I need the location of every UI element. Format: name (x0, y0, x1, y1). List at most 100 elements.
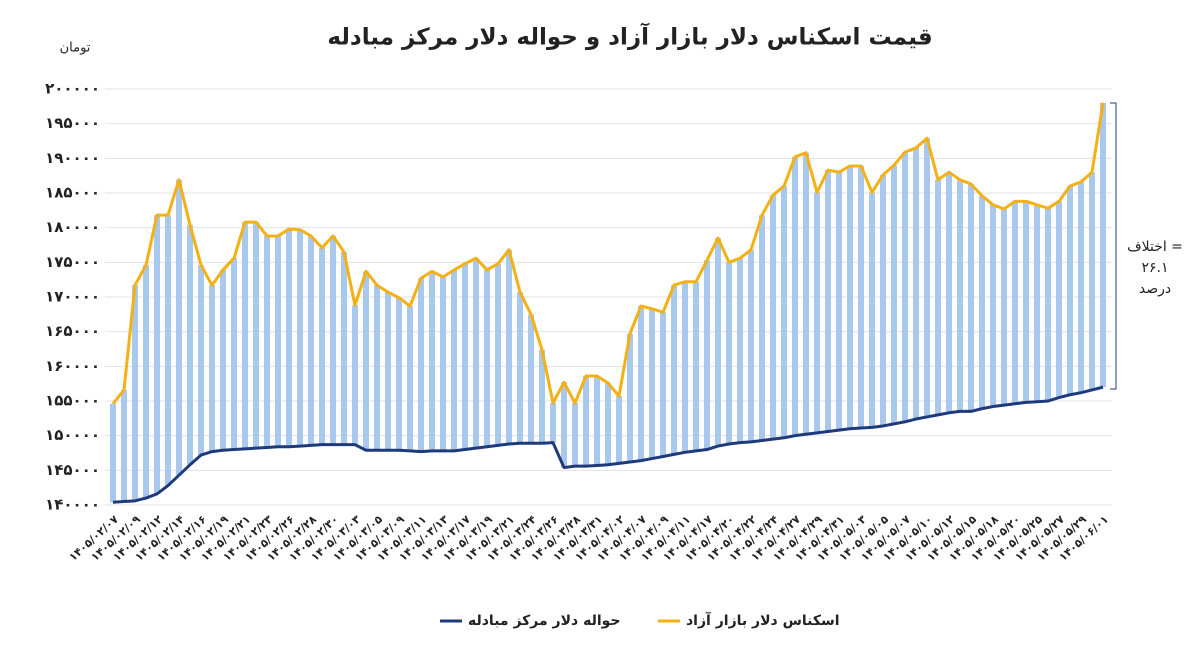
difference-stripe (187, 224, 193, 465)
difference-stripe (891, 165, 897, 424)
difference-stripe (407, 306, 413, 451)
difference-stripe (638, 306, 644, 461)
difference-stripe (495, 263, 501, 446)
difference-stripe (231, 258, 237, 450)
difference-stripe (110, 403, 116, 503)
difference-stripe (1001, 208, 1007, 406)
difference-stripe (308, 235, 314, 446)
difference-stripe (1034, 204, 1040, 402)
difference-stripe (594, 376, 600, 466)
difference-stripe (1067, 186, 1073, 395)
difference-stripe (858, 165, 864, 429)
difference-stripe (341, 251, 347, 445)
difference-stripe (286, 229, 292, 447)
y-tick-label: ۱۶۵۰۰۰ (45, 322, 100, 340)
y-tick-label: ۱۷۵۰۰۰ (45, 253, 100, 271)
y-tick-label: ۱۹۰۰۰۰ (45, 149, 100, 167)
difference-stripe (253, 222, 259, 449)
difference-stripe (979, 195, 985, 409)
difference-stripe (242, 222, 248, 449)
difference-stripe (836, 172, 842, 431)
y-tick-label: ۱۵۵۰۰۰ (45, 392, 100, 410)
difference-stripe (506, 249, 512, 444)
difference-stripe (902, 152, 908, 422)
difference-stripe (814, 192, 820, 433)
y-tick-label: ۱۷۰۰۰۰ (45, 288, 100, 306)
difference-stripe (627, 333, 633, 463)
difference-stripe (209, 285, 215, 452)
difference-stripe (396, 297, 402, 451)
difference-stripe (517, 292, 523, 444)
difference-stripe (935, 179, 941, 415)
difference-stripe (715, 238, 721, 447)
difference-stripe (1089, 172, 1095, 390)
lines (111, 102, 1105, 504)
difference-stripe (264, 235, 270, 448)
stripes (110, 102, 1106, 503)
difference-stripe (1023, 201, 1029, 403)
annotation: ۲۶.۱ (1141, 260, 1168, 276)
difference-stripe (539, 349, 545, 444)
legend-label: اسکناس دلار بازار آزاد (686, 611, 840, 629)
difference-stripe (440, 276, 446, 451)
difference-stripe (352, 305, 358, 445)
difference-stripe (913, 147, 919, 420)
difference-stripe (737, 258, 743, 443)
legend-label: حواله دلار مرکز مبادله (468, 613, 621, 629)
difference-stripe (968, 183, 974, 412)
difference-stripe (176, 179, 182, 476)
difference-stripe (385, 292, 391, 451)
difference-stripe (275, 235, 281, 447)
y-tick-label: ۱۸۰۰۰۰ (45, 218, 100, 236)
difference-stripe (616, 396, 622, 464)
difference-stripe (924, 138, 930, 417)
difference-stripe (825, 170, 831, 432)
difference-stripe (693, 281, 699, 451)
difference-stripe (165, 215, 171, 486)
difference-stripe (572, 403, 578, 467)
difference-stripe (132, 285, 138, 501)
difference-stripe (869, 192, 875, 428)
difference-stripe (528, 314, 534, 444)
difference-stripe (671, 285, 677, 455)
chart-title: قیمت اسکناس دلار بازار آزاد و حواله دلار… (327, 22, 932, 51)
difference-stripe (418, 278, 424, 452)
difference-stripe (462, 263, 468, 450)
difference-stripe (330, 235, 336, 445)
difference-stripe (957, 179, 963, 412)
difference-stripe (946, 172, 952, 413)
difference-stripe (990, 204, 996, 407)
difference-stripe (143, 265, 149, 499)
difference-stripe (297, 229, 303, 447)
y-tick-label: ۲۰۰۰۰۰ (45, 80, 100, 98)
difference-stripe (561, 382, 567, 468)
series-line (112, 385, 1104, 504)
y-tick-label: ۱۴۵۰۰۰ (45, 461, 100, 479)
difference-bracket (1110, 102, 1117, 390)
difference-stripe (605, 382, 611, 465)
labels: ۱۴۰۰۰۰ ۱۴۵۰۰۰ ۱۵۰۰۰۰ ۱۵۵۰۰۰ ۱۶۰۰۰۰ ۱۶۵۰۰۰ ۱۷۰۰… (45, 80, 1111, 564)
y-tick-label: ۱۸۵۰۰۰ (45, 184, 100, 202)
difference-stripe (374, 285, 380, 451)
difference-stripe (1100, 102, 1106, 388)
difference-stripe (880, 174, 886, 426)
y-tick-label: ۱۴۰۰۰۰ (45, 496, 100, 514)
difference-stripe (1045, 208, 1051, 401)
y-tick-label: ۱۶۰۰۰۰ (45, 357, 100, 375)
difference-stripe (1056, 201, 1062, 398)
annotation: درصد (1139, 281, 1171, 297)
difference-stripe (847, 165, 853, 429)
difference-stripe (759, 215, 765, 441)
difference-stripe (429, 271, 435, 451)
difference-stripe (319, 247, 325, 445)
y-axis-label: تومان (60, 41, 91, 56)
difference-stripe (1012, 201, 1018, 404)
difference-stripe (220, 269, 226, 451)
difference-stripe (649, 308, 655, 459)
difference-stripe (770, 195, 776, 440)
difference-stripe (792, 156, 798, 436)
difference-stripe (748, 249, 754, 442)
annotation: اختلاف = (1127, 239, 1183, 255)
difference-stripe (451, 269, 457, 451)
difference-stripe (1078, 181, 1084, 393)
